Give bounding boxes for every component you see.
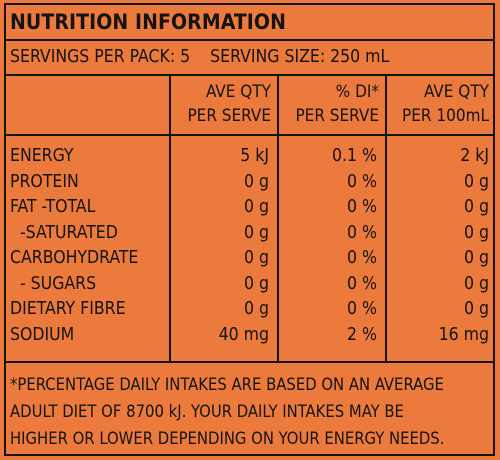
per-serve-value: 0 g [243, 171, 269, 192]
nutrient-label: - SUGARS [20, 273, 97, 294]
nutrition-frame: NUTRITION INFORMATION SERVINGS PER PACK:… [4, 3, 495, 456]
di-value: 0 % [347, 299, 377, 319]
per-serve-value: 40 mg [218, 324, 269, 345]
di-value: 0 % [347, 248, 377, 268]
nutrient-label: DIETARY FIBRE [10, 299, 126, 319]
nutrition-table: AVE QTY PER SERVE % DI* PER SERVE AVE QT… [6, 76, 493, 363]
per-serve-value: 0 g [243, 222, 269, 243]
per-100ml-value: 0 g [463, 273, 489, 294]
table-row: ENERGY 5 kJ 0.1 % 2 kJ [6, 144, 493, 170]
per-100ml-value: 0 g [463, 222, 489, 243]
table-row: PROTEIN 0 g 0 % 0 g [6, 170, 493, 196]
table-row: DIETARY FIBRE 0 g 0 % 0 g [6, 297, 493, 323]
per-100ml-value: 0 g [463, 248, 489, 268]
table-row: SODIUM 40 mg 2 % 16 mg [6, 323, 493, 349]
table-header: AVE QTY PER SERVE % DI* PER SERVE AVE QT… [6, 76, 493, 136]
di-value: 0.1 % [332, 146, 377, 166]
per-serve-value: 5 kJ [240, 146, 269, 166]
nutrient-label: ENERGY [10, 146, 74, 166]
nutrient-label: FAT -TOTAL [10, 197, 96, 217]
footnote: *PERCENTAGE DAILY INTAKES ARE BASED ON A… [6, 363, 493, 452]
per-serve-value: 0 g [243, 248, 269, 268]
di-value: 0 % [347, 222, 377, 243]
header-di-per-serve: % DI* PER SERVE [295, 82, 379, 126]
per-serve-value: 0 g [243, 273, 269, 294]
table-row: CARBOHYDRATE 0 g 0 % 0 g [6, 246, 493, 272]
table-row: - SUGARS 0 g 0 % 0 g [6, 272, 493, 298]
servings-line: SERVINGS PER PACK: 5 SERVING SIZE: 250 mL [6, 41, 493, 76]
header-ave-qty-per-100ml: AVE QTY PER 100mL [402, 82, 489, 126]
servings-per-pack: SERVINGS PER PACK: 5 [10, 47, 191, 67]
header-ave-qty-per-serve: AVE QTY PER SERVE [187, 82, 271, 126]
nutrient-label: -SATURATED [20, 222, 118, 243]
nutrient-label: PROTEIN [10, 171, 79, 192]
table-body: ENERGY 5 kJ 0.1 % 2 kJ PROTEIN 0 g 0 % 0… [6, 144, 493, 348]
table-row: FAT -TOTAL 0 g 0 % 0 g [6, 195, 493, 221]
nutrient-label: CARBOHYDRATE [10, 248, 139, 268]
column-divider [277, 76, 279, 361]
panel-title: NUTRITION INFORMATION [6, 5, 493, 41]
column-divider [385, 76, 387, 361]
per-serve-value: 0 g [243, 299, 269, 319]
per-100ml-value: 0 g [463, 171, 489, 192]
per-100ml-value: 16 mg [438, 324, 489, 345]
footnote-line: HIGHER OR LOWER DEPENDING ON YOUR ENERGY… [10, 429, 445, 448]
di-value: 0 % [347, 197, 377, 217]
footnote-line: ADULT DIET OF 8700 kJ. YOUR DAILY INTAKE… [10, 402, 404, 421]
serving-size: SERVING SIZE: 250 mL [210, 47, 390, 67]
di-value: 2 % [347, 324, 377, 345]
per-100ml-value: 0 g [463, 197, 489, 217]
per-serve-value: 0 g [243, 197, 269, 217]
column-divider [169, 76, 171, 361]
nutrient-label: SODIUM [10, 324, 75, 345]
per-100ml-value: 2 kJ [460, 146, 489, 166]
footnote-line: *PERCENTAGE DAILY INTAKES ARE BASED ON A… [10, 375, 444, 394]
per-100ml-value: 0 g [463, 299, 489, 319]
di-value: 0 % [347, 273, 377, 294]
di-value: 0 % [347, 171, 377, 192]
table-row: -SATURATED 0 g 0 % 0 g [6, 221, 493, 247]
